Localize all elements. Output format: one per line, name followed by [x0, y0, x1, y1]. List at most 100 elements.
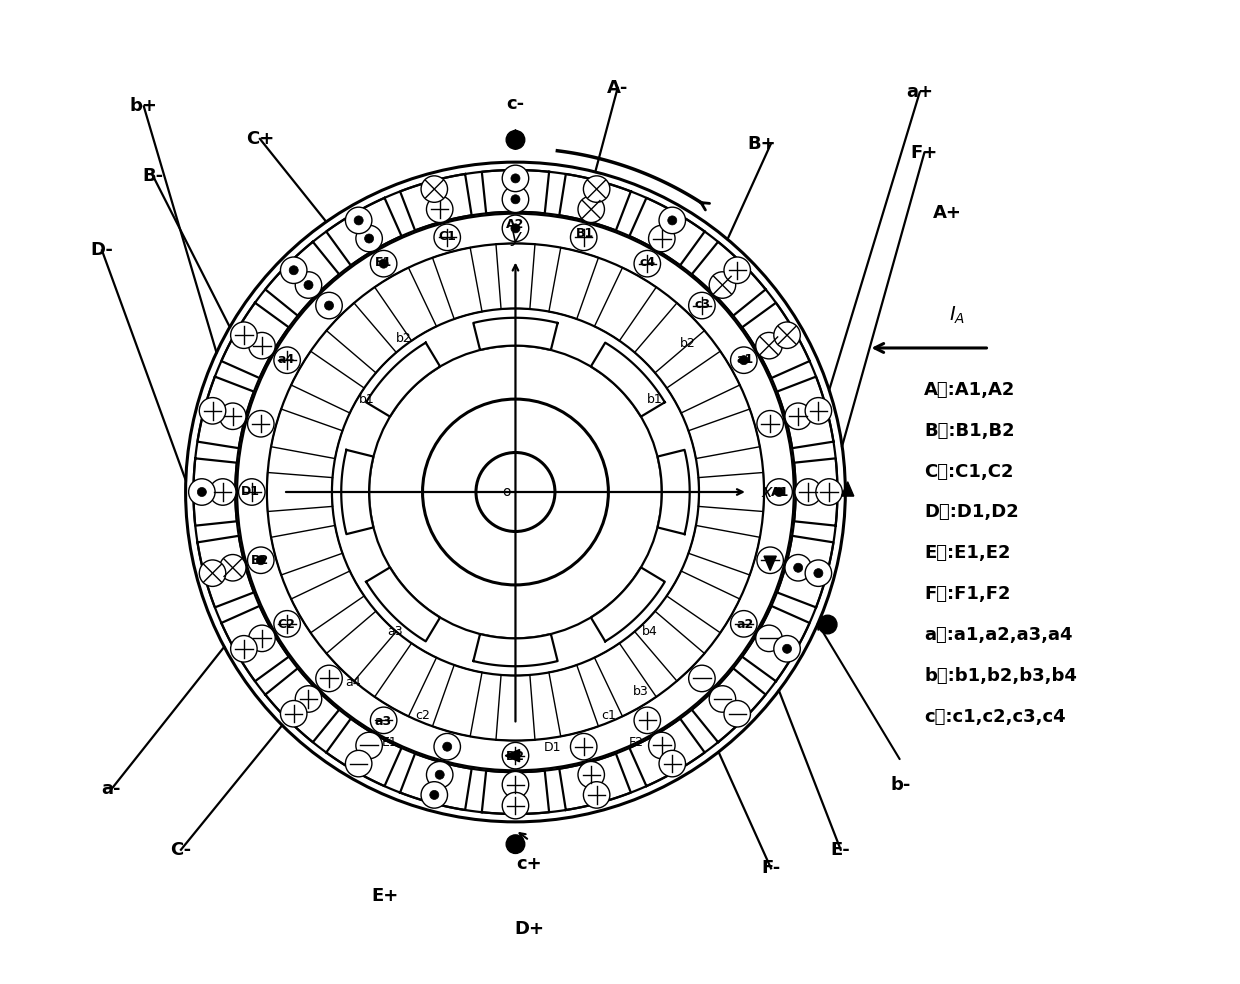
Circle shape	[365, 234, 373, 243]
Circle shape	[188, 479, 215, 505]
Circle shape	[238, 479, 265, 505]
Circle shape	[511, 195, 520, 204]
Text: D+: D+	[515, 920, 544, 938]
Circle shape	[709, 686, 735, 712]
Circle shape	[316, 292, 342, 319]
Polygon shape	[267, 243, 322, 299]
Text: a3: a3	[374, 714, 392, 728]
Circle shape	[785, 555, 811, 581]
Polygon shape	[801, 378, 833, 443]
Circle shape	[200, 398, 226, 424]
Polygon shape	[781, 537, 812, 599]
Circle shape	[249, 333, 275, 359]
Circle shape	[570, 733, 596, 760]
Polygon shape	[193, 377, 254, 525]
Polygon shape	[560, 758, 622, 789]
Circle shape	[231, 322, 257, 348]
Text: B1: B1	[575, 227, 594, 240]
Polygon shape	[696, 259, 749, 312]
Polygon shape	[799, 461, 816, 523]
Circle shape	[818, 615, 837, 634]
Circle shape	[502, 186, 528, 213]
Circle shape	[197, 487, 206, 497]
Polygon shape	[485, 191, 546, 210]
Text: b1: b1	[647, 393, 662, 405]
Circle shape	[813, 569, 823, 578]
Polygon shape	[630, 668, 765, 786]
Polygon shape	[590, 568, 665, 642]
Circle shape	[658, 751, 686, 776]
Text: E-: E-	[831, 840, 851, 859]
Circle shape	[774, 636, 800, 662]
Circle shape	[502, 792, 528, 819]
Text: F2: F2	[629, 736, 644, 750]
Polygon shape	[193, 459, 254, 607]
Text: o: o	[502, 485, 511, 499]
Text: b相:b1,b2,b3,b4: b相:b1,b2,b3,b4	[924, 667, 1078, 685]
Circle shape	[219, 555, 246, 581]
Circle shape	[583, 781, 610, 808]
Polygon shape	[197, 303, 289, 448]
Circle shape	[649, 732, 675, 759]
Polygon shape	[327, 740, 391, 785]
Circle shape	[649, 225, 675, 252]
Polygon shape	[482, 754, 631, 814]
Polygon shape	[764, 617, 808, 680]
Text: F相:F1,F2: F相:F1,F2	[924, 585, 1011, 603]
Circle shape	[766, 479, 792, 505]
Circle shape	[422, 781, 448, 808]
Polygon shape	[197, 536, 289, 681]
Text: F-: F-	[761, 859, 781, 878]
Polygon shape	[241, 608, 285, 668]
Circle shape	[795, 479, 821, 505]
Text: b2: b2	[396, 333, 412, 345]
Circle shape	[249, 625, 275, 651]
Polygon shape	[402, 777, 466, 810]
Polygon shape	[559, 174, 704, 266]
Circle shape	[356, 732, 382, 759]
Text: A-: A-	[608, 79, 629, 96]
Circle shape	[724, 257, 750, 283]
Circle shape	[257, 556, 265, 565]
Circle shape	[774, 322, 800, 348]
Polygon shape	[340, 722, 399, 767]
Circle shape	[688, 292, 715, 319]
Polygon shape	[505, 750, 520, 762]
Text: $I_A$: $I_A$	[949, 305, 965, 326]
Circle shape	[295, 272, 321, 298]
Text: a1: a1	[737, 353, 754, 366]
Text: A相:A1,A2: A相:A1,A2	[924, 381, 1016, 399]
Circle shape	[248, 547, 274, 574]
Circle shape	[274, 347, 300, 373]
Polygon shape	[482, 170, 548, 188]
Circle shape	[658, 208, 686, 233]
Circle shape	[506, 834, 525, 853]
Circle shape	[435, 770, 444, 779]
Text: E1: E1	[382, 736, 398, 750]
Polygon shape	[222, 617, 268, 680]
Polygon shape	[283, 259, 336, 312]
Polygon shape	[326, 718, 471, 810]
Text: C相:C1,C2: C相:C1,C2	[924, 462, 1014, 480]
Text: E1: E1	[374, 256, 392, 270]
Circle shape	[356, 225, 382, 252]
Circle shape	[634, 250, 661, 277]
Polygon shape	[474, 318, 558, 350]
Circle shape	[434, 733, 460, 760]
Circle shape	[280, 257, 308, 283]
Circle shape	[371, 707, 397, 734]
Polygon shape	[265, 198, 402, 316]
Circle shape	[794, 563, 802, 573]
Polygon shape	[692, 606, 810, 742]
Polygon shape	[482, 796, 548, 814]
Polygon shape	[267, 685, 322, 741]
Circle shape	[231, 636, 257, 662]
Polygon shape	[764, 304, 808, 367]
Polygon shape	[777, 459, 837, 607]
Circle shape	[274, 611, 300, 637]
Circle shape	[667, 215, 677, 225]
Polygon shape	[283, 672, 336, 725]
Circle shape	[248, 410, 274, 437]
Circle shape	[219, 403, 246, 429]
Text: a+: a+	[906, 84, 934, 101]
